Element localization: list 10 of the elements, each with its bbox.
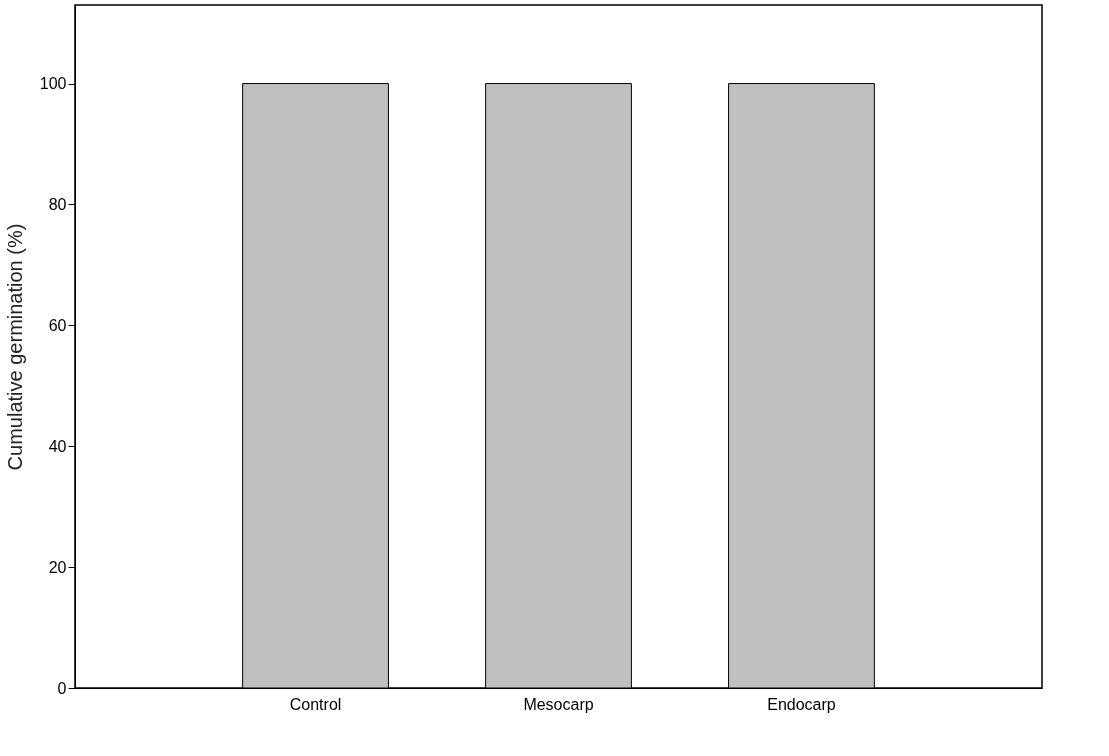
y-tick-label: 60 (48, 316, 67, 334)
y-tick-label: 100 (39, 75, 67, 93)
y-tick-label: 80 (48, 195, 67, 213)
y-tick-label: 20 (48, 558, 67, 576)
y-axis-title: Cumulative germination (%) (3, 223, 26, 471)
y-tick-label: 40 (48, 437, 67, 455)
y-tick-label: 0 (57, 679, 67, 697)
x-tick-label: Mesocarp (523, 695, 594, 713)
x-tick-label: Control (289, 695, 342, 713)
x-tick-label: Endocarp (767, 695, 836, 713)
